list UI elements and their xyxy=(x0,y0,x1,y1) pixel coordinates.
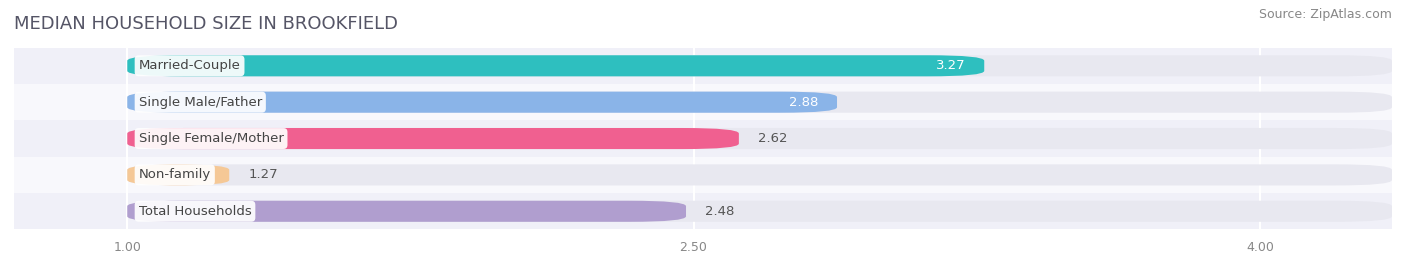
FancyBboxPatch shape xyxy=(128,128,1392,149)
Text: Married-Couple: Married-Couple xyxy=(139,59,240,72)
Text: 3.27: 3.27 xyxy=(936,59,966,72)
FancyBboxPatch shape xyxy=(128,201,686,222)
Text: MEDIAN HOUSEHOLD SIZE IN BROOKFIELD: MEDIAN HOUSEHOLD SIZE IN BROOKFIELD xyxy=(14,15,398,33)
FancyBboxPatch shape xyxy=(128,55,1392,76)
FancyBboxPatch shape xyxy=(128,92,1392,113)
Text: Single Female/Mother: Single Female/Mother xyxy=(139,132,284,145)
FancyBboxPatch shape xyxy=(128,164,1392,185)
FancyBboxPatch shape xyxy=(14,48,1392,84)
FancyBboxPatch shape xyxy=(14,84,1392,120)
FancyBboxPatch shape xyxy=(128,164,229,185)
Text: Single Male/Father: Single Male/Father xyxy=(139,96,262,109)
FancyBboxPatch shape xyxy=(128,92,837,113)
FancyBboxPatch shape xyxy=(128,201,1392,222)
FancyBboxPatch shape xyxy=(128,55,984,76)
FancyBboxPatch shape xyxy=(14,120,1392,157)
Text: 1.27: 1.27 xyxy=(247,168,278,181)
Text: 2.48: 2.48 xyxy=(704,205,734,218)
Text: Source: ZipAtlas.com: Source: ZipAtlas.com xyxy=(1258,8,1392,21)
FancyBboxPatch shape xyxy=(14,157,1392,193)
Text: 2.62: 2.62 xyxy=(758,132,787,145)
FancyBboxPatch shape xyxy=(128,128,740,149)
Text: Total Households: Total Households xyxy=(139,205,252,218)
Text: Non-family: Non-family xyxy=(139,168,211,181)
Text: 2.88: 2.88 xyxy=(789,96,818,109)
FancyBboxPatch shape xyxy=(14,193,1392,229)
